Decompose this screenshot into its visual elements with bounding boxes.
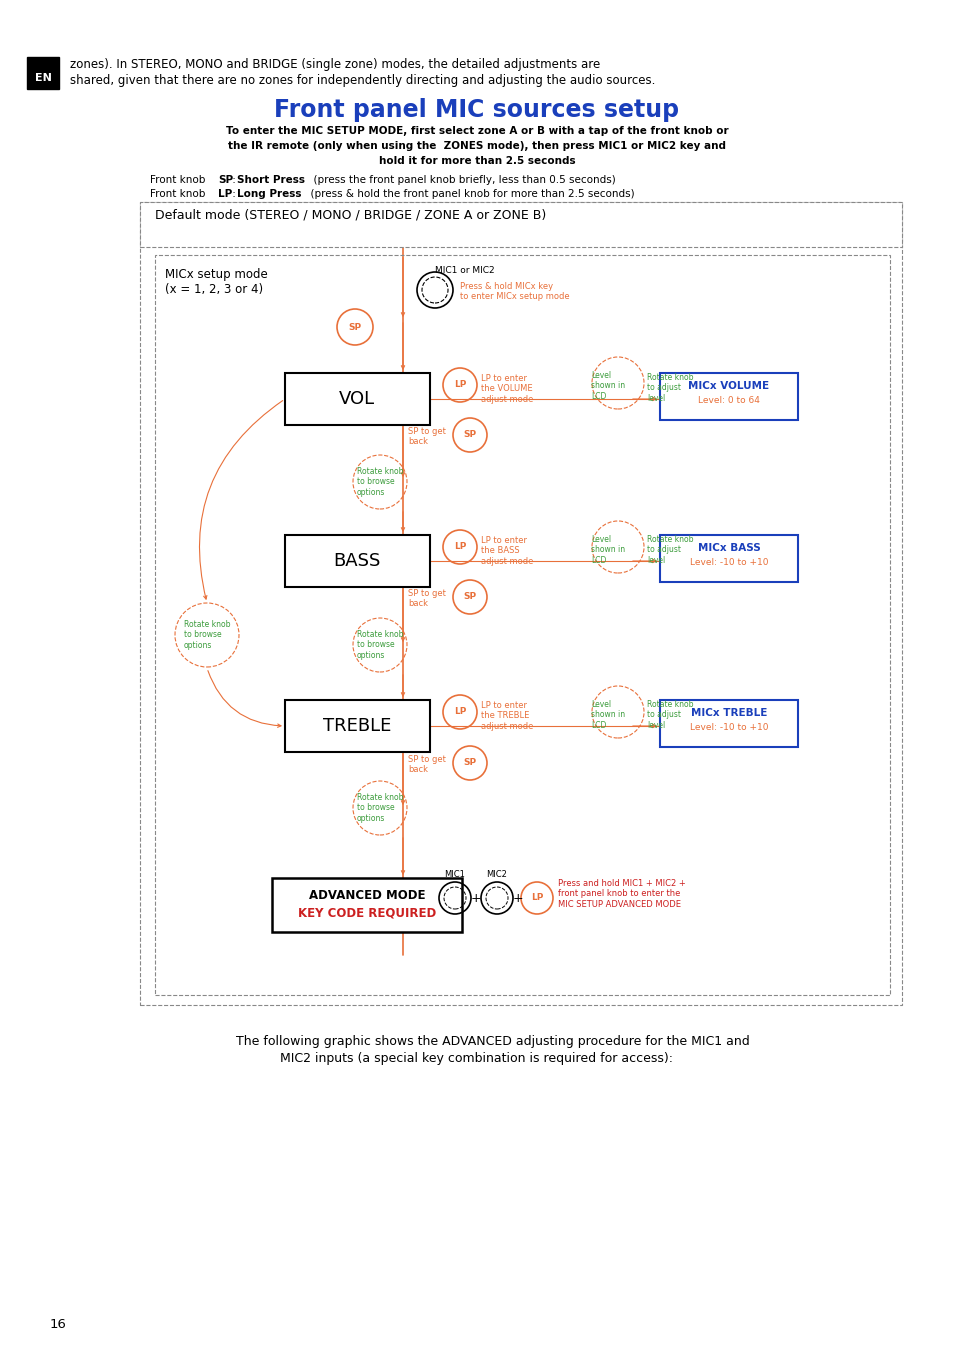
Text: Rotate knob
to browse
options: Rotate knob to browse options <box>356 794 403 823</box>
Text: zones). In STEREO, MONO and BRIDGE (single zone) modes, the detailed adjustments: zones). In STEREO, MONO and BRIDGE (sing… <box>70 58 599 72</box>
FancyArrowPatch shape <box>208 671 281 727</box>
Text: Rotate knob
to browse
options: Rotate knob to browse options <box>356 630 403 660</box>
Text: LP: LP <box>454 380 466 389</box>
Text: +: + <box>470 891 481 904</box>
Text: LP: LP <box>454 707 466 717</box>
Text: Press & hold MICx key
to enter MICx setup mode: Press & hold MICx key to enter MICx setu… <box>459 283 569 301</box>
Bar <box>272 877 461 932</box>
Text: LP: LP <box>454 542 466 552</box>
Text: Level: -10 to +10: Level: -10 to +10 <box>689 558 767 566</box>
Text: Rotate knob
to adjust
level: Rotate knob to adjust level <box>646 700 693 730</box>
Text: MIC2: MIC2 <box>486 869 507 879</box>
Text: EN: EN <box>34 73 51 82</box>
Text: MICx BASS: MICx BASS <box>697 544 760 553</box>
Text: SP: SP <box>463 592 476 602</box>
Text: Front knob: Front knob <box>150 174 212 185</box>
Text: Rotate knob
to adjust
level: Rotate knob to adjust level <box>646 373 693 403</box>
Bar <box>27 57 59 89</box>
Text: (press & hold the front panel knob for more than 2.5 seconds): (press & hold the front panel knob for m… <box>304 189 634 199</box>
Text: +: + <box>512 891 523 904</box>
Bar <box>140 201 901 1005</box>
Text: SP: SP <box>218 174 233 185</box>
Text: hold it for more than 2.5 seconds: hold it for more than 2.5 seconds <box>378 155 575 166</box>
Text: Front panel MIC sources setup: Front panel MIC sources setup <box>274 97 679 122</box>
Bar <box>140 201 901 247</box>
Text: the IR remote (only when using the  ZONES mode), then press MIC1 or MIC2 key and: the IR remote (only when using the ZONES… <box>228 141 725 151</box>
Text: ADVANCED MODE: ADVANCED MODE <box>309 890 425 902</box>
Text: LP: LP <box>218 189 232 199</box>
Text: Level
shown in
LCD: Level shown in LCD <box>590 700 624 730</box>
Text: The following graphic shows the ADVANCED adjusting procedure for the MIC1 and: The following graphic shows the ADVANCED… <box>204 1036 749 1048</box>
Text: :: : <box>229 189 239 199</box>
Text: shared, given that there are no zones for independently directing and adjusting : shared, given that there are no zones fo… <box>70 74 655 87</box>
Text: SP: SP <box>463 430 476 439</box>
Text: LP to enter
the TREBLE
adjust mode: LP to enter the TREBLE adjust mode <box>480 700 533 731</box>
Text: To enter the MIC SETUP MODE, first select zone A or B with a tap of the front kn: To enter the MIC SETUP MODE, first selec… <box>226 126 727 137</box>
Text: Rotate knob
to browse
options: Rotate knob to browse options <box>184 621 230 650</box>
Text: SP: SP <box>348 323 361 331</box>
Text: SP to get
back: SP to get back <box>408 427 446 446</box>
Text: LP to enter
the BASS
adjust mode: LP to enter the BASS adjust mode <box>480 535 533 565</box>
Bar <box>285 535 430 587</box>
Text: MIC1 or MIC2: MIC1 or MIC2 <box>435 266 494 274</box>
Bar <box>659 373 797 420</box>
Text: Rotate knob
to adjust
level: Rotate knob to adjust level <box>646 535 693 565</box>
Text: VOL: VOL <box>338 389 375 408</box>
Text: KEY CODE REQUIRED: KEY CODE REQUIRED <box>297 906 436 919</box>
Text: SP: SP <box>463 758 476 768</box>
Text: Level: -10 to +10: Level: -10 to +10 <box>689 723 767 731</box>
Bar <box>659 535 797 581</box>
FancyArrowPatch shape <box>199 400 282 599</box>
Text: MIC2 inputs (a special key combination is required for access):: MIC2 inputs (a special key combination i… <box>280 1052 673 1065</box>
Text: Default mode (STEREO / MONO / BRIDGE / ZONE A or ZONE B): Default mode (STEREO / MONO / BRIDGE / Z… <box>154 208 546 220</box>
Text: Front knob: Front knob <box>150 189 212 199</box>
Text: MICx TREBLE: MICx TREBLE <box>690 708 766 718</box>
Text: BASS: BASS <box>333 552 380 571</box>
Text: 16: 16 <box>50 1318 67 1330</box>
Text: SP to get
back: SP to get back <box>408 589 446 608</box>
Text: Short Press: Short Press <box>236 174 305 185</box>
Text: SP to get
back: SP to get back <box>408 754 446 775</box>
Text: LP: LP <box>530 894 542 903</box>
Text: :: : <box>229 174 239 185</box>
Bar <box>659 700 797 748</box>
Text: MIC1: MIC1 <box>444 869 465 879</box>
Bar <box>285 700 430 752</box>
Text: Long Press: Long Press <box>236 189 301 199</box>
Text: (press the front panel knob briefly, less than 0.5 seconds): (press the front panel knob briefly, les… <box>307 174 615 185</box>
Bar <box>154 256 889 995</box>
Text: Rotate knob
to browse
options: Rotate knob to browse options <box>356 466 403 498</box>
Text: Level
shown in
LCD: Level shown in LCD <box>590 535 624 565</box>
Bar <box>285 373 430 425</box>
Text: Level
shown in
LCD: Level shown in LCD <box>590 370 624 400</box>
Text: Press and hold MIC1 + MIC2 +
front panel knob to enter the
MIC SETUP ADVANCED MO: Press and hold MIC1 + MIC2 + front panel… <box>558 879 685 909</box>
Text: LP to enter
the VOLUME
adjust mode: LP to enter the VOLUME adjust mode <box>480 375 533 404</box>
Text: MICx setup mode
(x = 1, 2, 3 or 4): MICx setup mode (x = 1, 2, 3 or 4) <box>165 268 268 296</box>
Text: TREBLE: TREBLE <box>322 717 391 735</box>
Text: Level: 0 to 64: Level: 0 to 64 <box>698 396 760 406</box>
Text: MICx VOLUME: MICx VOLUME <box>688 381 769 391</box>
